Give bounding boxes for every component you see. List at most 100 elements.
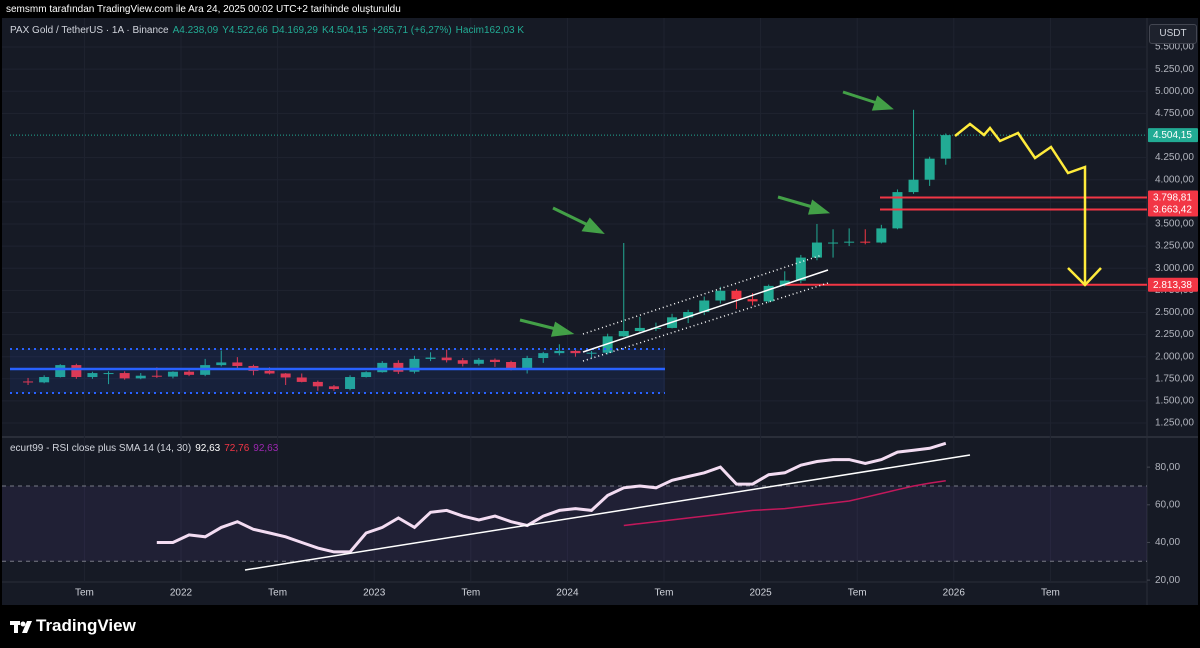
candle-body [570,350,581,354]
currency-button[interactable]: USDT [1149,24,1197,44]
candle-body [699,300,710,313]
candle-body [361,372,372,378]
y-tick-label: 5.000,00 [1155,86,1194,97]
x-tick-label: 2026 [943,588,966,599]
candle-body [940,135,951,159]
candle-body [876,228,887,243]
y-tick-label: 5.500,00 [1155,42,1194,53]
candle-body [345,377,356,389]
brand: TradingView [36,616,136,635]
symbol-title: PAX Gold / TetherUS · 1A · Binance [10,25,169,36]
x-tick-label: 2024 [556,588,579,599]
candle-body [715,290,726,301]
trend-line [582,269,829,353]
y-tick-label: 3.000,00 [1155,263,1194,274]
candle-body [538,353,549,359]
price-label-box [1148,202,1198,217]
candle-body [731,290,742,300]
rsi-band [2,485,1147,562]
rsi-legend: ecurt99 - RSI close plus SMA 14 (14, 30)… [10,443,278,454]
candle-body [473,359,484,364]
candle-body [586,352,597,354]
legend-item: Hacim162,03 K [455,25,525,36]
green-arrows [519,90,894,337]
y-tick-label: 4.250,00 [1155,152,1194,163]
candle-body [506,361,517,369]
candle-body [779,280,790,286]
projection-head [1067,267,1102,287]
y-tick-label: 1.250,00 [1155,418,1194,429]
candle-body [328,386,339,389]
candle-body [860,241,871,243]
candle-body [747,299,758,302]
x-tick-label: Tem [75,588,94,599]
legend-value: 92,63 [195,443,221,454]
legend-value: 92,63 [253,443,279,454]
x-tick-label: 2025 [749,588,772,599]
legend-item: K4.504,15 [321,25,368,36]
y-tick-label: 1.750,00 [1155,373,1194,384]
y-tick-label: 1.500,00 [1155,396,1194,407]
chart-background [2,18,1198,605]
candle-body [924,158,935,180]
candle-body [844,241,855,243]
candle-body [425,357,436,359]
x-tick-label: Tem [848,588,867,599]
candle-body [457,360,468,364]
candle-body [908,179,919,193]
candle-body [811,242,822,258]
y-tick-label: 40,00 [1155,537,1180,548]
price-label-box [1148,128,1198,143]
candle-body [312,381,323,387]
rsi-line [623,480,946,527]
x-tick-label: Tem [268,588,287,599]
candle-body [409,358,420,372]
candle-body [377,362,388,373]
y-tick-label: 80,00 [1155,462,1180,473]
candle-body [795,257,806,281]
price-label-box [1148,277,1198,292]
x-tick-label: Tem [655,588,674,599]
rsi-trend-line [244,454,971,571]
price-label-box [1148,190,1198,205]
y-tick-label: 3.250,00 [1155,241,1194,252]
candle-body [264,370,275,374]
legend-item: +265,71 (+6,27%) [371,25,452,36]
price-label: 2.813,38 [1153,280,1192,291]
rsi-title: ecurt99 - RSI close plus SMA 14 (14, 30) [10,443,192,454]
y-tick-label: 2.250,00 [1155,329,1194,340]
candle-body [39,377,50,383]
candle-body [296,377,307,382]
drawings [10,90,1102,571]
y-tick-label: 4.750,00 [1155,108,1194,119]
candle-body [828,242,839,244]
y-tick-label: 20,00 [1155,575,1180,586]
rsi-line [156,441,947,554]
candle-body [119,373,130,379]
legend-item: A4.238,09 [172,25,219,36]
x-tick-label: Tem [1041,588,1060,599]
candle-body [135,375,146,379]
candle-body [441,357,452,361]
y-tick-label: 3.500,00 [1155,219,1194,230]
candle-body [151,375,162,377]
legend-value: 72,76 [224,443,250,454]
candle-body [167,371,178,377]
legend-item: Y4.522,66 [222,25,268,36]
candle-body [683,312,694,318]
candle-body [103,373,114,375]
channel-bottom [582,282,829,362]
legend-item: D4.169,29 [271,25,318,36]
brand-logo [10,621,32,633]
candle-body [489,359,500,362]
price-label: 3.663,42 [1153,205,1192,216]
candle-body [650,327,661,329]
y-tick-label: 4.000,00 [1155,174,1194,185]
candle-body [23,381,34,383]
x-tick-label: Tem [461,588,480,599]
candle-body [280,373,291,378]
price-label: 4.504,15 [1153,130,1192,141]
price-label: 3.798,81 [1153,193,1192,204]
x-tick-label: 2023 [363,588,386,599]
